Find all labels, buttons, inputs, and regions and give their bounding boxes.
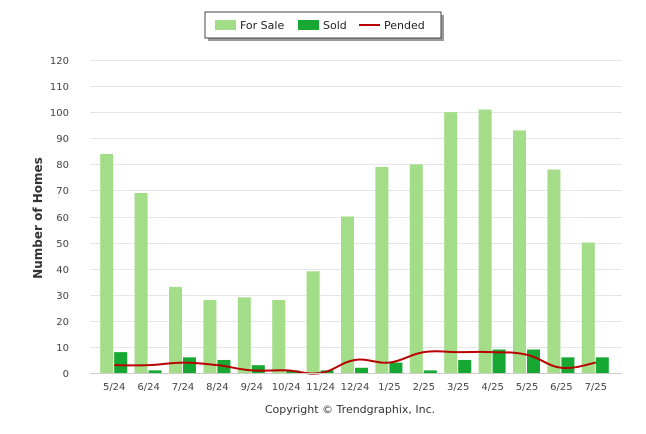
y-tick-label: 90 xyxy=(56,134,69,145)
copyright-text: Copyright © Trendgraphix, Inc. xyxy=(265,403,435,416)
bar-sold xyxy=(458,359,472,373)
y-tick-label: 110 xyxy=(50,82,69,93)
x-tick-label: 1/25 xyxy=(378,382,400,393)
bar-for-sale xyxy=(203,299,217,373)
line-pended xyxy=(114,350,596,375)
legend-label: Pended xyxy=(384,19,425,32)
legend-swatch xyxy=(298,20,319,30)
y-tick-label: 100 xyxy=(50,108,69,119)
y-tick-label: 10 xyxy=(56,343,69,354)
bar-for-sale xyxy=(547,169,561,373)
bar-for-sale xyxy=(444,112,458,374)
x-tick-label: 6/25 xyxy=(550,382,572,393)
x-tick-label: 6/24 xyxy=(137,382,159,393)
bar-sold xyxy=(355,367,368,373)
x-tick-labels: 5/24 6/24 7/24 8/24 9/24 10/24 11/24 12/24 1/25 2… xyxy=(103,382,607,393)
x-tick-label: 5/25 xyxy=(516,382,538,393)
x-tick-label: 7/25 xyxy=(585,382,607,393)
bar-sold xyxy=(183,357,196,373)
bar-sold xyxy=(423,370,437,373)
bar-for-sale xyxy=(100,153,114,373)
legend: For Sale Sold Pended xyxy=(204,11,444,41)
bar-sold xyxy=(595,357,609,373)
legend-swatch xyxy=(215,20,236,30)
x-tick-label: 7/24 xyxy=(172,382,194,393)
bar-sold xyxy=(561,357,575,373)
x-tick-label: 2/25 xyxy=(413,382,435,393)
x-tick-label: 3/25 xyxy=(447,382,469,393)
legend-items: For Sale Sold Pended xyxy=(215,19,425,32)
y-tick-label: 20 xyxy=(56,317,69,328)
bar-sold xyxy=(492,349,506,373)
y-tick-label: 50 xyxy=(56,239,69,250)
x-tick-label: 4/25 xyxy=(481,382,503,393)
legend-label: Sold xyxy=(323,19,347,32)
bar-for-sale xyxy=(134,193,148,373)
x-tick-label: 10/24 xyxy=(272,382,301,393)
bar-for-sale xyxy=(409,164,423,373)
bar-for-sale xyxy=(169,286,182,373)
bar-sold xyxy=(251,365,265,373)
x-tick-label: 5/24 xyxy=(103,382,125,393)
x-tick-label: 8/24 xyxy=(206,382,228,393)
bar-for-sale xyxy=(375,166,389,373)
legend-label: For Sale xyxy=(240,19,284,32)
bar-sold xyxy=(114,352,128,373)
x-tick-label: 12/24 xyxy=(341,382,370,393)
bars xyxy=(100,109,609,374)
bar-for-sale xyxy=(306,271,320,373)
y-tick-label: 80 xyxy=(56,160,69,171)
y-tick-labels: 0 10 20 30 40 50 60 70 80 90 100 110 120 xyxy=(50,56,69,380)
legend-box xyxy=(204,11,442,39)
bar-for-sale xyxy=(272,299,286,373)
bar-sold xyxy=(389,362,403,373)
y-tick-label: 120 xyxy=(50,56,69,67)
bar-sold xyxy=(148,370,162,373)
x-tick-label: 9/24 xyxy=(241,382,263,393)
bar-for-sale xyxy=(478,109,492,373)
pended-line xyxy=(114,350,596,375)
x-tick-label: 11/24 xyxy=(306,382,335,393)
bar-for-sale xyxy=(513,130,526,373)
y-axis-label: Number of Homes xyxy=(31,157,45,279)
y-tick-label: 40 xyxy=(56,265,69,276)
gridlines xyxy=(90,60,622,348)
y-tick-label: 0 xyxy=(63,369,69,380)
y-tick-label: 30 xyxy=(56,291,69,302)
y-tick-label: 70 xyxy=(56,186,69,197)
bar-sold xyxy=(527,349,540,373)
bar-for-sale xyxy=(341,216,354,373)
y-tick-label: 60 xyxy=(56,213,69,224)
bar-for-sale xyxy=(237,297,251,373)
bar-for-sale xyxy=(581,242,595,373)
